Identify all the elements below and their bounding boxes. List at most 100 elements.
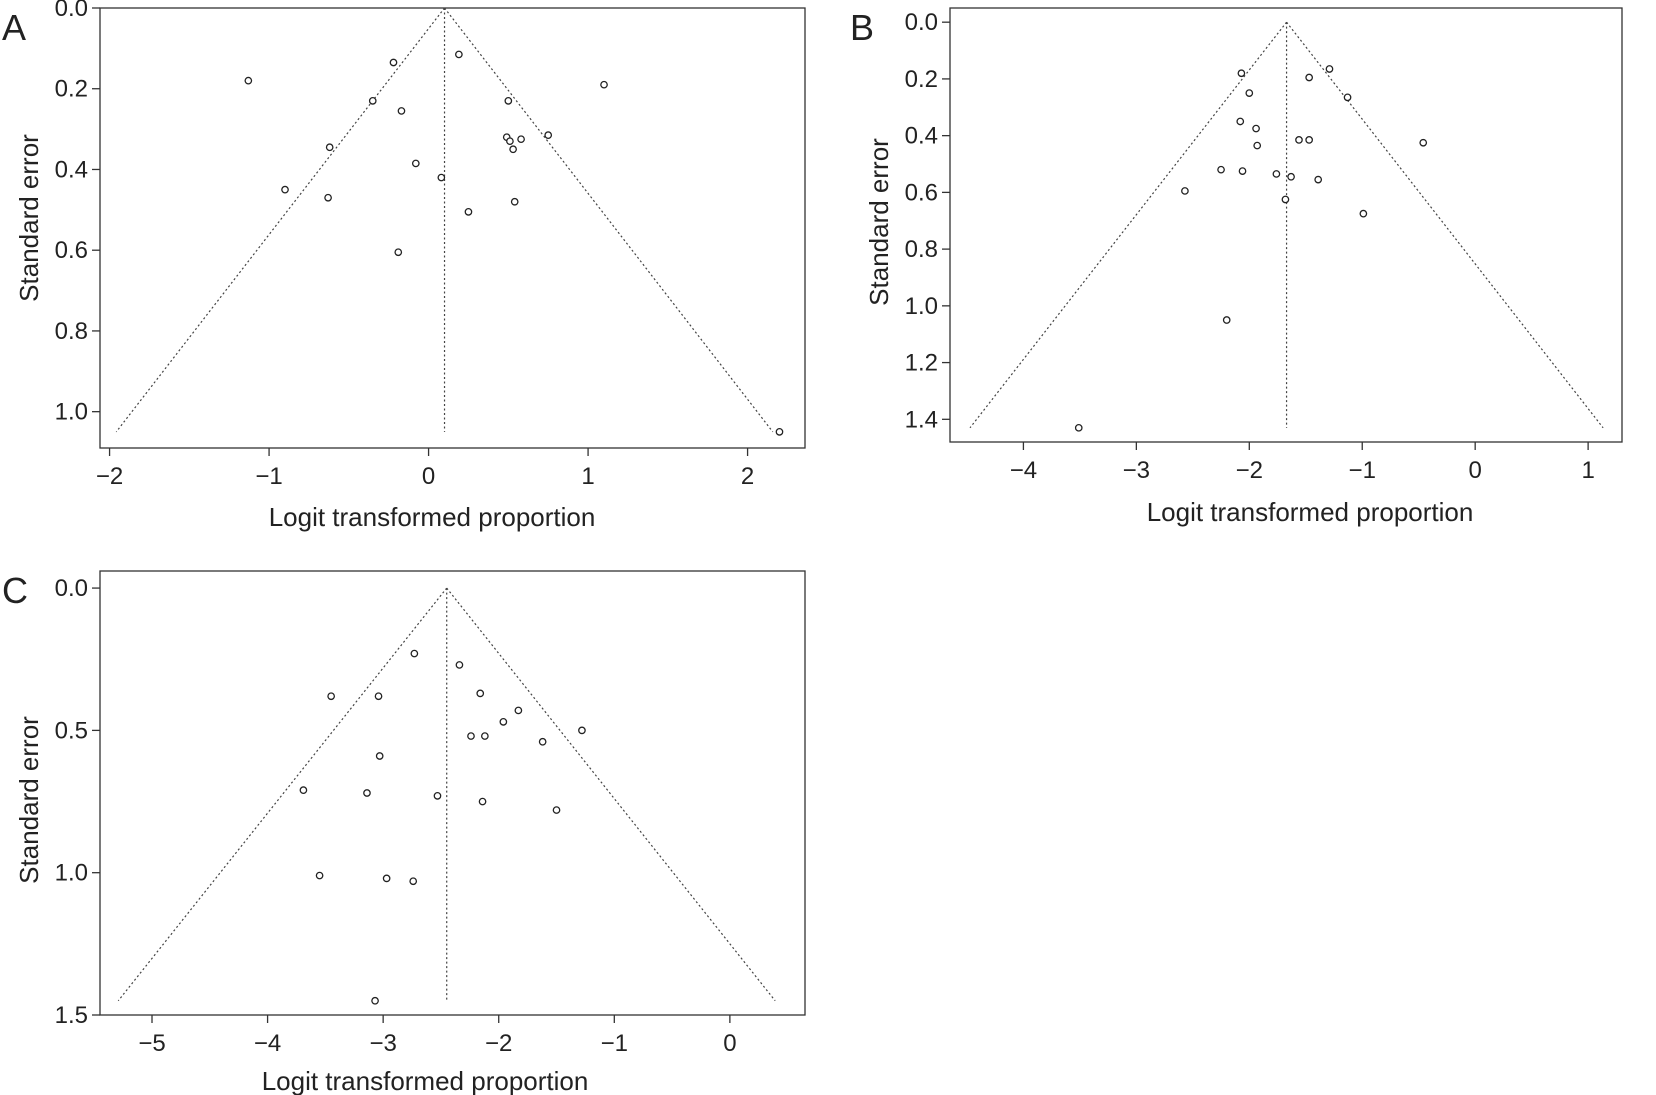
study-point bbox=[544, 131, 553, 140]
study-point bbox=[433, 791, 442, 800]
y-tick-label: 0.0 bbox=[55, 0, 88, 22]
x-axis-label: Logit transformed proportion bbox=[1147, 497, 1474, 527]
study-point bbox=[509, 145, 517, 154]
y-tick-label: 0.6 bbox=[55, 237, 88, 264]
study-point bbox=[467, 732, 475, 740]
study-point bbox=[1253, 141, 1262, 150]
study-point bbox=[1238, 167, 1247, 175]
study-point bbox=[374, 692, 383, 701]
study-point bbox=[389, 58, 398, 67]
study-point bbox=[1314, 175, 1323, 184]
study-point bbox=[775, 428, 784, 436]
funnel-left-line bbox=[969, 21, 1288, 429]
funnel-left-line bbox=[117, 587, 448, 1002]
study-point bbox=[1252, 124, 1260, 133]
study-point bbox=[327, 692, 335, 701]
study-point bbox=[538, 737, 547, 746]
study-point bbox=[1281, 195, 1290, 204]
x-tick-label: −1 bbox=[601, 1030, 628, 1057]
funnel-right-line bbox=[444, 7, 774, 433]
x-tick-label: −4 bbox=[1010, 457, 1037, 484]
study-point bbox=[1217, 165, 1225, 174]
study-point bbox=[244, 76, 253, 85]
plot-frame bbox=[99, 570, 806, 1016]
x-tick-label: 0 bbox=[422, 463, 435, 490]
x-tick-label: −1 bbox=[1349, 457, 1376, 484]
study-point bbox=[464, 208, 473, 216]
study-point bbox=[1287, 172, 1295, 181]
y-tick-label: 1.4 bbox=[905, 406, 938, 433]
study-point bbox=[455, 661, 464, 669]
y-tick-label: 0.0 bbox=[905, 9, 938, 36]
x-tick-label: −3 bbox=[369, 1030, 396, 1057]
funnel-right-line bbox=[446, 587, 776, 1002]
y-tick-label: 0.2 bbox=[55, 76, 88, 103]
panel-c: C 0.0 0.5 1.0 1.5 −5 −4 −3 −2 −1 0 Logit transforme… bbox=[2, 570, 806, 1095]
study-point bbox=[363, 789, 371, 797]
x-tick-label: −5 bbox=[138, 1030, 165, 1057]
study-point bbox=[409, 877, 418, 886]
x-tick-label: 0 bbox=[723, 1030, 736, 1057]
study-point bbox=[1181, 187, 1189, 195]
x-tick-label: 0 bbox=[1468, 457, 1481, 484]
y-tick-label: 0.8 bbox=[55, 318, 88, 345]
x-tick-label: −4 bbox=[254, 1030, 281, 1057]
panel-letter: B bbox=[850, 7, 874, 48]
study-point bbox=[478, 797, 487, 806]
study-point bbox=[1237, 69, 1246, 78]
study-point bbox=[1222, 316, 1231, 324]
y-tick-label: 0.4 bbox=[905, 123, 938, 150]
y-tick-label: 0.4 bbox=[55, 156, 88, 183]
panel-b: B 0.0 0.2 0.4 0.6 0.8 1.0 1.2 1.4 −4 −3 −2 −1 0 1 Logit… bbox=[850, 7, 1623, 527]
study-point bbox=[1305, 73, 1314, 82]
study-point bbox=[600, 80, 608, 89]
y-tick-label: 0.6 bbox=[905, 179, 938, 206]
x-tick-label: −1 bbox=[255, 463, 282, 490]
study-point bbox=[1343, 93, 1352, 102]
study-point bbox=[510, 197, 519, 206]
study-point bbox=[411, 159, 420, 168]
y-tick-label: 1.5 bbox=[55, 1002, 88, 1029]
x-tick-label: 1 bbox=[581, 463, 594, 490]
study-point bbox=[299, 786, 308, 795]
panel-letter: C bbox=[2, 570, 28, 611]
study-point bbox=[315, 871, 324, 880]
y-axis-label: Standard error bbox=[14, 134, 44, 302]
x-tick-label: −2 bbox=[96, 463, 123, 490]
y-tick-label: 0.5 bbox=[55, 717, 88, 744]
study-point bbox=[382, 874, 391, 883]
study-point bbox=[394, 248, 403, 257]
study-point bbox=[499, 717, 508, 726]
x-tick-label: −2 bbox=[1236, 457, 1263, 484]
y-tick-label: 1.2 bbox=[905, 350, 938, 377]
study-point bbox=[281, 185, 289, 194]
study-point bbox=[504, 96, 513, 105]
study-point bbox=[1272, 170, 1281, 178]
x-tick-label: −3 bbox=[1123, 457, 1150, 484]
y-axis-label: Standard error bbox=[864, 138, 894, 306]
funnel-right-line bbox=[1286, 21, 1604, 429]
study-point bbox=[375, 752, 384, 760]
study-point bbox=[578, 726, 586, 735]
study-point bbox=[410, 649, 419, 658]
y-tick-label: 1.0 bbox=[55, 399, 88, 426]
study-point bbox=[1359, 209, 1368, 218]
plot-frame bbox=[99, 7, 806, 449]
study-point bbox=[506, 137, 514, 146]
study-point bbox=[514, 706, 523, 715]
study-point bbox=[371, 996, 379, 1005]
study-point bbox=[1305, 136, 1314, 144]
study-point bbox=[1074, 423, 1083, 432]
study-point bbox=[455, 50, 463, 59]
study-point bbox=[1325, 65, 1334, 73]
panel-letter: A bbox=[2, 7, 26, 48]
study-point bbox=[1236, 117, 1245, 126]
x-tick-label: −2 bbox=[485, 1030, 512, 1057]
study-point bbox=[517, 135, 525, 144]
study-point bbox=[481, 732, 489, 740]
study-point bbox=[325, 143, 334, 152]
y-tick-label: 1.0 bbox=[905, 293, 938, 320]
study-point bbox=[1419, 138, 1428, 147]
y-tick-label: 1.0 bbox=[55, 860, 88, 887]
